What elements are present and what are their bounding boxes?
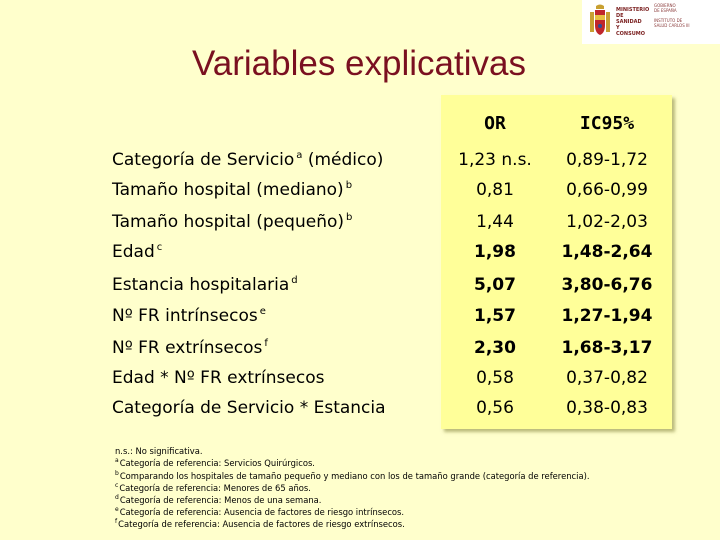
table-row: Edad c 1,98 1,48-2,64: [0, 242, 720, 271]
column-header-ic95: IC95%: [579, 113, 635, 134]
row-label: Tamaño hospital (mediano) b: [112, 180, 353, 200]
row-label: Nº FR extrínsecos f: [112, 338, 268, 358]
footnote-line: dCategoría de referencia: Menos de una s…: [115, 494, 322, 505]
table-row: Categoría de Servicio a (médico) 1,23 n.s.…: [0, 150, 720, 179]
footnote-line: bComparando los hospitales de tamaño peq…: [115, 469, 590, 481]
footnote-marker: c: [156, 242, 163, 254]
footnote-line: n.s.: No significativa.: [115, 446, 203, 456]
ic95-value: 1,68-3,17: [561, 338, 653, 358]
row-label: Edad * Nº FR extrínsecos: [112, 368, 325, 388]
ic95-value: 1,48-2,64: [561, 242, 653, 262]
ic95-value: 0,37-0,82: [566, 368, 648, 388]
ministry-name: MINISTERIO DE SANIDAD Y CONSUMO: [616, 7, 650, 37]
footnote-marker: d: [291, 275, 298, 287]
footnote-marker: e: [259, 306, 266, 318]
row-label: Estancia hospitalaria d: [112, 275, 298, 295]
footnote-line: eCategoría de referencia: Ausencia de fa…: [115, 506, 405, 518]
table-row: Tamaño hospital (pequeño) b 1,44 1,02-2,03: [0, 212, 720, 241]
row-label: Edad c: [112, 242, 163, 262]
table-row: Tamaño hospital (mediano) b 0,81 0,66-0,99: [0, 180, 720, 209]
footnote-line: aCategoría de referencia: Servicios Quir…: [115, 457, 315, 469]
coat-of-arms-icon: [588, 3, 612, 39]
table-row: Nº FR extrínsecos f 2,30 1,68-3,17: [0, 338, 720, 367]
footnote-marker: f: [264, 338, 268, 350]
column-header-or: OR: [484, 113, 506, 134]
ic95-value: 3,80-6,76: [561, 275, 653, 295]
footnote-line: cCategoría de referencia: Menores de 65 …: [115, 481, 311, 493]
ic95-value: 0,66-0,99: [566, 180, 648, 200]
row-label: Nº FR intrínsecos e: [112, 306, 266, 326]
table-row: Nº FR intrínsecos e 1,57 1,27-1,94: [0, 306, 720, 335]
footnote-marker: b: [345, 180, 353, 192]
ic95-value: 1,27-1,94: [561, 306, 653, 326]
table-row: Categoría de Servicio * Estancia 0,56 0,38…: [0, 398, 720, 427]
row-label: Categoría de Servicio a (médico): [112, 150, 384, 170]
page-title: Variables explicativas: [192, 44, 526, 83]
footnote-line: fCategoría de referencia: Ausencia de fa…: [115, 518, 405, 530]
ministry-subtext: GOBIERNO DE ESPAÑA INSTITUTO DE SALUD CA…: [654, 3, 690, 28]
ic95-value: 0,38-0,83: [566, 398, 648, 418]
or-value: 1,57: [474, 306, 516, 326]
or-value: 1,44: [476, 212, 514, 232]
or-value: 0,81: [476, 180, 514, 200]
or-value: 1,23 n.s.: [458, 150, 532, 170]
or-value: 1,98: [474, 242, 516, 262]
ic95-value: 1,02-2,03: [566, 212, 648, 232]
table-row: Estancia hospitalaria d 5,07 3,80-6,76: [0, 275, 720, 304]
footnote-marker: b: [346, 212, 353, 224]
results-table-background: [441, 95, 672, 429]
ministry-logo: MINISTERIO DE SANIDAD Y CONSUMO GOBIERNO…: [582, 0, 720, 44]
table-row: Edad * Nº FR extrínsecos 0,58 0,37-0,82: [0, 368, 720, 397]
row-label: Tamaño hospital (pequeño) b: [112, 212, 353, 232]
footnote-marker: a: [296, 150, 303, 162]
or-value: 2,30: [474, 338, 516, 358]
row-label: Categoría de Servicio * Estancia: [112, 398, 386, 418]
or-value: 0,58: [476, 368, 514, 388]
ic95-value: 0,89-1,72: [566, 150, 648, 170]
or-value: 5,07: [474, 275, 516, 295]
or-value: 0,56: [476, 398, 514, 418]
footnotes: n.s.: No significativa. aCategoría de ref…: [115, 446, 715, 530]
